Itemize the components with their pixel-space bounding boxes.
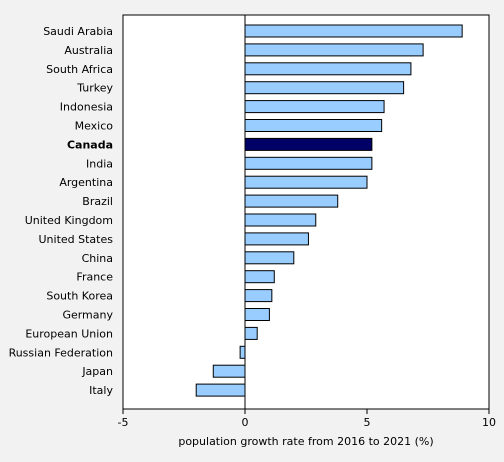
category-label: Canada: [67, 138, 113, 151]
category-label: United Kingdom: [25, 214, 113, 227]
x-axis-ticks: -5 0 5 10: [118, 409, 496, 429]
category-label: Saudi Arabia: [43, 25, 113, 38]
bar-germany: [244, 308, 270, 321]
bar-france: [244, 270, 275, 284]
x-tick-label: 10: [482, 416, 496, 429]
bar-argentina: [244, 175, 368, 189]
plot-area: [122, 14, 490, 410]
bar-saudi-arabia: [244, 24, 463, 38]
bar-south-africa: [244, 62, 412, 76]
bar-russian-federation: [239, 345, 246, 359]
category-label: India: [86, 157, 113, 170]
x-tick-label: -5: [118, 416, 129, 429]
category-label: Argentina: [59, 176, 113, 189]
bars: [195, 24, 463, 397]
category-label: Japan: [81, 365, 113, 378]
category-label: South Africa: [46, 63, 113, 76]
category-label: Russian Federation: [9, 346, 113, 359]
x-axis-title: population growth rate from 2016 to 2021…: [178, 435, 433, 448]
category-label: Italy: [89, 384, 113, 397]
bar-brazil: [244, 194, 339, 208]
bar-india: [244, 156, 373, 170]
category-label: France: [76, 271, 113, 284]
bar-mexico: [244, 119, 383, 132]
bar-united-kingdom: [244, 213, 317, 227]
bar-european-union: [244, 326, 258, 340]
x-tick-label: 5: [364, 416, 371, 429]
bar-turkey: [244, 81, 405, 95]
bar-south-korea: [244, 289, 273, 303]
bar-australia: [244, 43, 424, 57]
category-label: Brazil: [82, 195, 113, 208]
category-label: Mexico: [75, 120, 114, 133]
x-tick-label: 0: [242, 416, 249, 429]
category-label: Indonesia: [60, 101, 113, 114]
bar-italy: [195, 383, 246, 397]
bar-china: [244, 251, 295, 265]
category-label: European Union: [25, 327, 113, 340]
category-label: China: [82, 252, 113, 265]
category-label: South Korea: [46, 290, 113, 303]
category-label: Australia: [64, 44, 113, 57]
category-label: United States: [39, 233, 114, 246]
category-label: Germany: [62, 309, 113, 322]
category-labels: Saudi Arabia Australia South Africa Turkey I…: [9, 25, 114, 397]
category-label: Turkey: [76, 82, 113, 95]
bar-united-states: [244, 232, 309, 246]
bar-indonesia: [244, 100, 385, 114]
bar-canada: [244, 137, 373, 151]
bar-japan: [212, 364, 246, 378]
